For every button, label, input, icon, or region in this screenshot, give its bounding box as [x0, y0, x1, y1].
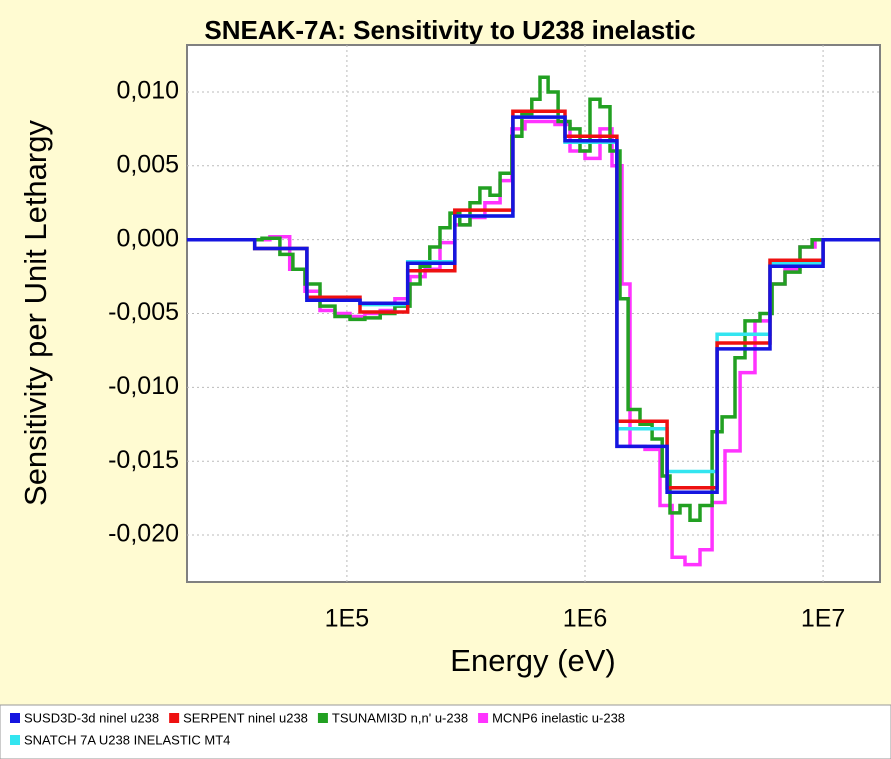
- y-tick-label: 0,010: [116, 77, 179, 105]
- y-tick-label: -0,005: [108, 298, 179, 326]
- series-line: [187, 115, 880, 494]
- legend-swatch: [317, 713, 328, 723]
- y-tick-label: 0,005: [116, 150, 179, 178]
- y-tick-label: -0,010: [108, 372, 179, 400]
- legend-swatch: [10, 735, 20, 745]
- x-axis-title: Energy (eV): [450, 643, 615, 678]
- legend-label: TSUNAMI3D n,n' u-238: [332, 710, 468, 725]
- chart-title: SNEAK-7A: Sensitivity to U238 inelastic: [204, 15, 695, 45]
- series-line: [187, 109, 880, 490]
- x-tick-label: 1E7: [801, 605, 845, 633]
- y-tick-label: -0,020: [108, 520, 179, 548]
- legend-label: SERPENT ninel u238: [183, 710, 308, 725]
- legend-label: MCNP6 inelastic u-238: [492, 710, 625, 725]
- legend-box: [0, 704, 891, 759]
- y-tick-label: -0,015: [108, 446, 179, 474]
- y-axis-title: Sensitivity per Unit Lethargy: [18, 120, 53, 506]
- x-tick-label: 1E5: [325, 605, 369, 633]
- legend-label: SUSD3D-3d ninel u238: [24, 710, 159, 725]
- x-tick-label: 1E6: [563, 605, 607, 633]
- legend-swatch: [478, 713, 489, 723]
- legend-label: SNATCH 7A U238 INELASTIC MT4: [24, 732, 230, 747]
- legend-swatch: [169, 713, 180, 723]
- legend-swatch: [10, 713, 20, 723]
- y-tick-label: 0,000: [116, 224, 179, 252]
